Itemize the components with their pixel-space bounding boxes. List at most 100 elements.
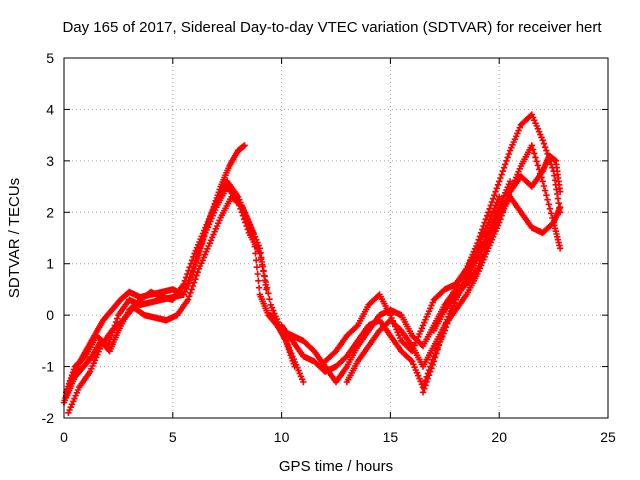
data-point-marker <box>493 185 500 192</box>
data-marks <box>60 111 564 417</box>
data-point-marker <box>544 196 551 203</box>
series-satellite-track-2 <box>62 183 307 396</box>
data-point-marker <box>423 378 430 386</box>
data-point-marker <box>184 270 191 278</box>
data-point-marker <box>499 167 507 175</box>
y-tick-label: -2 <box>42 410 55 426</box>
data-point-marker <box>479 226 486 233</box>
data-point-marker <box>181 287 189 295</box>
x-tick-label: 5 <box>169 429 177 445</box>
data-point-marker <box>291 363 298 370</box>
data-point-marker <box>254 270 261 278</box>
data-point-marker <box>482 215 490 223</box>
data-point-marker <box>253 257 260 264</box>
data-point-marker <box>541 143 549 151</box>
y-tick-label: 0 <box>46 307 54 323</box>
data-point-marker <box>481 219 488 226</box>
data-point-marker <box>545 201 552 208</box>
series-satellite-track-10 <box>430 193 564 334</box>
data-point-marker <box>529 146 537 153</box>
data-point-marker <box>300 378 307 386</box>
data-point-marker <box>422 382 429 389</box>
y-tick-label: 5 <box>46 50 54 66</box>
data-point-marker <box>539 178 546 185</box>
x-tick-label: 15 <box>383 429 399 445</box>
data-point-marker <box>253 263 261 271</box>
data-point-marker <box>498 171 505 178</box>
data-point-marker <box>488 198 496 206</box>
data-point-marker <box>194 269 201 276</box>
data-point-marker <box>547 210 555 217</box>
data-point-marker <box>541 187 549 194</box>
data-point-marker <box>543 191 550 199</box>
data-point-marker <box>480 222 487 230</box>
data-point-marker <box>184 296 192 303</box>
data-point-marker <box>505 150 513 158</box>
data-point-marker <box>540 182 548 190</box>
data-point-marker <box>419 389 427 396</box>
data-point-marker <box>427 368 434 375</box>
data-point-marker <box>265 290 272 297</box>
data-point-marker <box>193 272 200 279</box>
data-point-marker <box>474 239 481 247</box>
chart-title: Day 165 of 2017, Sidereal Day-to-day VTE… <box>62 19 602 36</box>
data-point-marker <box>528 142 536 149</box>
data-point-marker <box>539 137 546 144</box>
data-point-marker <box>437 334 445 341</box>
y-tick-label: 1 <box>46 256 54 272</box>
series-satellite-track-6 <box>278 178 514 391</box>
y-tick-label: -1 <box>42 359 55 375</box>
data-point-marker <box>556 188 564 195</box>
data-point-marker <box>546 205 554 213</box>
data-point-marker <box>266 295 273 303</box>
data-point-marker <box>489 195 497 202</box>
data-point-marker <box>435 342 442 349</box>
y-axis-label: SDTVAR / TECUs <box>6 178 23 298</box>
y-tick-label: 4 <box>46 101 54 117</box>
data-point-marker <box>186 263 193 271</box>
x-axis-label: GPS time / hours <box>279 458 393 475</box>
series-satellite-track-7 <box>321 111 564 365</box>
series-satellite-track-3 <box>65 193 298 417</box>
data-point-marker <box>241 142 248 149</box>
data-point-marker <box>81 354 88 361</box>
data-point-marker <box>255 284 263 291</box>
data-point-marker <box>533 158 540 165</box>
data-point-marker <box>485 209 492 216</box>
axis-ticks: 0 5 10 15 20 25 -2 -1 0 1 2 3 4 5 <box>42 50 616 445</box>
data-point-marker <box>504 154 511 161</box>
data-point-marker <box>180 281 187 288</box>
data-point-marker <box>188 286 195 293</box>
data-point-marker <box>483 212 491 219</box>
data-point-marker <box>556 203 564 211</box>
x-tick-label: 25 <box>600 429 616 445</box>
data-point-marker <box>440 326 447 333</box>
data-point-marker <box>190 279 198 286</box>
data-point-marker <box>496 178 503 185</box>
data-point-marker <box>430 358 438 365</box>
data-point-marker <box>492 188 499 195</box>
series-satellite-track-4 <box>62 178 270 401</box>
x-tick-label: 0 <box>60 429 68 445</box>
data-point-marker <box>187 289 194 297</box>
data-point-marker <box>503 157 510 165</box>
data-point-marker <box>182 274 190 281</box>
data-point-marker <box>353 323 360 330</box>
data-point-marker <box>543 147 550 154</box>
data-point-marker <box>255 277 262 285</box>
y-tick-label: 2 <box>46 204 54 220</box>
data-point-marker <box>113 315 121 322</box>
data-point-marker <box>431 354 439 361</box>
data-point-marker <box>486 205 493 213</box>
data-point-marker <box>188 257 196 264</box>
data-point-marker <box>534 162 542 169</box>
plot-frame <box>63 57 609 419</box>
data-point-marker <box>475 236 482 243</box>
data-point-marker <box>506 178 514 185</box>
data-point-marker <box>491 191 498 199</box>
data-point-marker <box>190 253 197 261</box>
data-point-marker <box>263 286 270 293</box>
data-point-marker <box>187 260 195 267</box>
data-point-marker <box>186 293 193 300</box>
